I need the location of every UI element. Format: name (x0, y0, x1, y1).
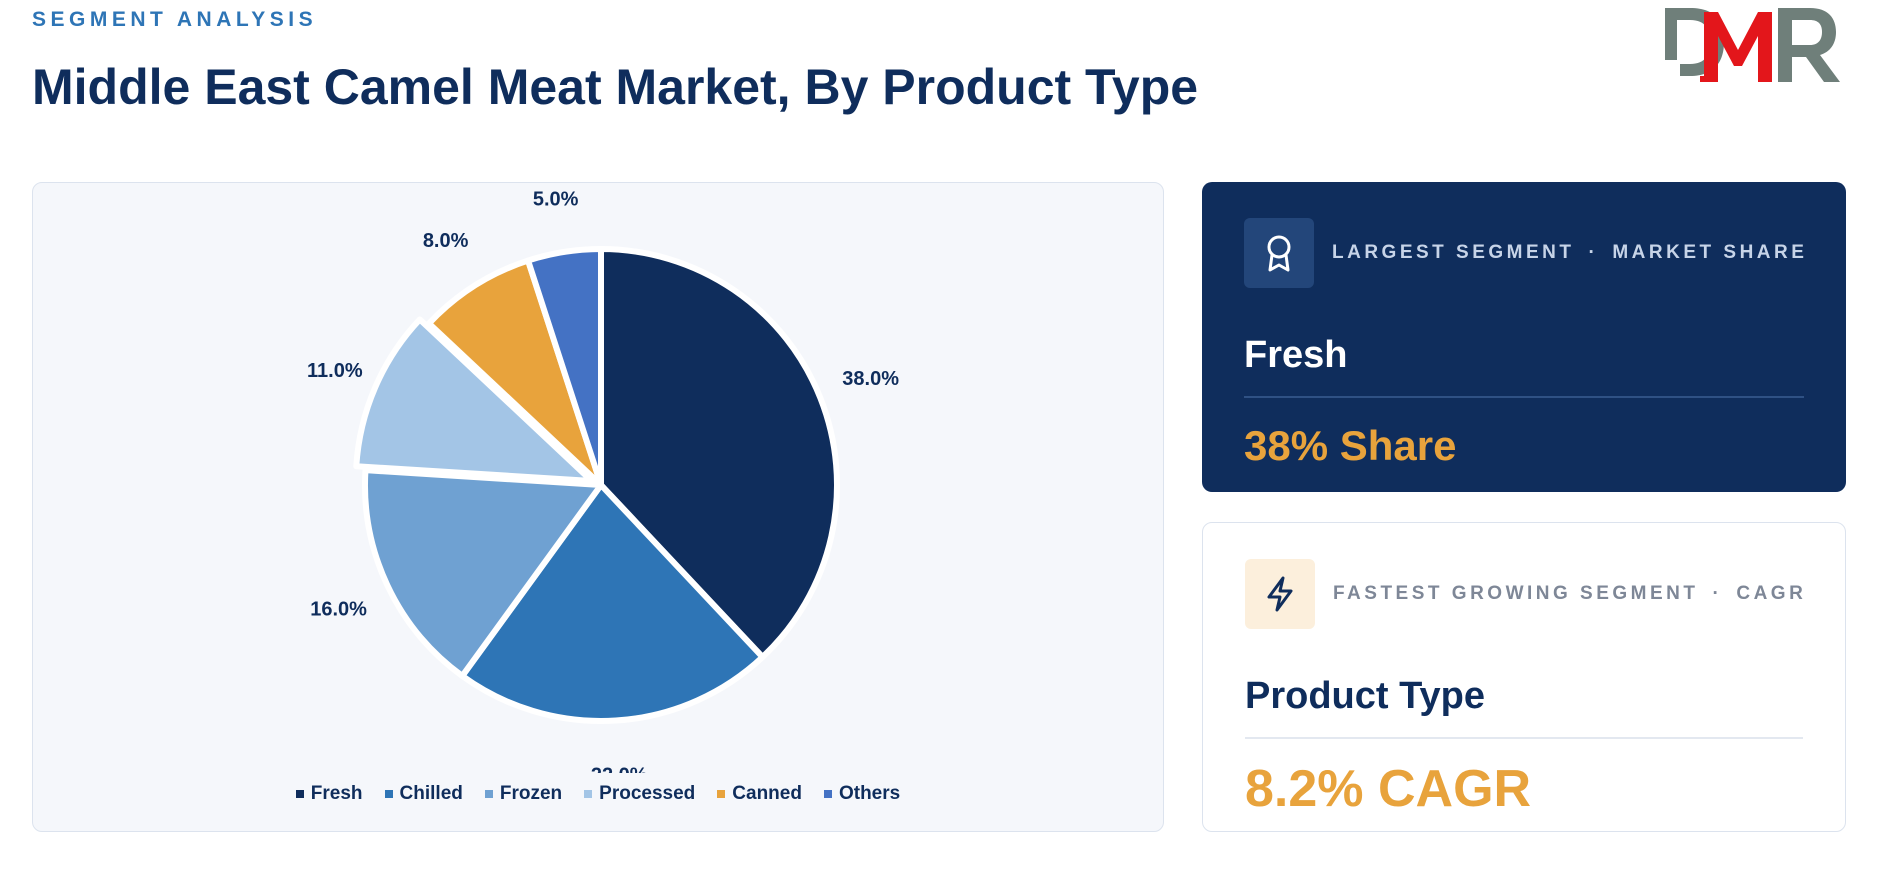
pie-label-processed: 11.0% (307, 360, 363, 382)
chart-legend: Fresh Chilled Frozen Processed Canned Others (33, 783, 1163, 805)
legend-swatch (295, 790, 304, 798)
pie-chart: 38.0% 22.0% 16.0% 11.0% 8.0% 5.0% (307, 189, 899, 773)
pie-label-canned: 8.0% (423, 230, 469, 252)
legend-item-others: Others (823, 783, 901, 805)
legend-label: Others (838, 783, 901, 804)
legend-label: Chilled (399, 783, 463, 804)
legend-item-canned: Canned (717, 783, 802, 805)
legend-label: Frozen (499, 783, 563, 804)
legend-swatch (717, 790, 726, 798)
fastest-growing-name: Product Type (1245, 675, 1485, 717)
lightning-bolt-icon (1245, 559, 1315, 629)
legend-item-fresh: Fresh (295, 783, 363, 805)
eyebrow-label: SEGMENT ANALYSIS (32, 8, 318, 31)
legend-swatch (823, 790, 832, 798)
card-divider (1244, 396, 1804, 398)
pie-label-others: 5.0% (533, 189, 579, 211)
pie-slice-others (525, 246, 604, 488)
pie-slice-chilled (459, 482, 766, 724)
pie-slice-processed (353, 316, 595, 485)
pie-label-fresh: 38.0% (842, 368, 899, 390)
dmr-logo (1665, 8, 1840, 82)
legend-item-processed: Processed (584, 783, 695, 805)
award-ribbon-icon (1244, 218, 1314, 288)
legend-swatch (584, 790, 593, 798)
card-divider (1245, 737, 1803, 739)
pie-label-frozen: 16.0% (310, 598, 367, 620)
legend-swatch (484, 790, 493, 798)
fastest-growing-value: 8.2% CAGR (1245, 760, 1532, 818)
fastest-growing-card: FASTEST GROWING SEGMENT · CAGR Product Typ… (1202, 522, 1846, 832)
largest-segment-value: 38% Share (1244, 422, 1457, 469)
legend-swatch (384, 790, 393, 798)
pie-label-chilled: 22.0% (591, 764, 648, 773)
legend-item-frozen: Frozen (484, 783, 563, 805)
fastest-growing-label: FASTEST GROWING SEGMENT · CAGR (1333, 583, 1807, 604)
largest-segment-name: Fresh (1244, 334, 1348, 376)
legend-label: Canned (732, 783, 802, 804)
pie-slice-fresh (598, 246, 840, 661)
chart-panel: 38.0% 22.0% 16.0% 11.0% 8.0% 5.0% Fresh Chille… (32, 182, 1164, 832)
page-title: Middle East Camel Meat Market, By Produc… (32, 59, 1199, 115)
logo-letter-m (1700, 12, 1772, 82)
largest-segment-card: LARGEST SEGMENT · MARKET SHARE Fresh 38% S… (1202, 182, 1846, 492)
pie-slice-frozen (362, 467, 604, 679)
pie-slice-canned (425, 257, 604, 488)
legend-item-chilled: Chilled (384, 783, 463, 805)
largest-segment-label: LARGEST SEGMENT · MARKET SHARE (1332, 242, 1808, 263)
legend-label: Processed (599, 783, 696, 804)
legend-label: Fresh (310, 783, 363, 804)
logo-letter-r (1778, 8, 1840, 82)
